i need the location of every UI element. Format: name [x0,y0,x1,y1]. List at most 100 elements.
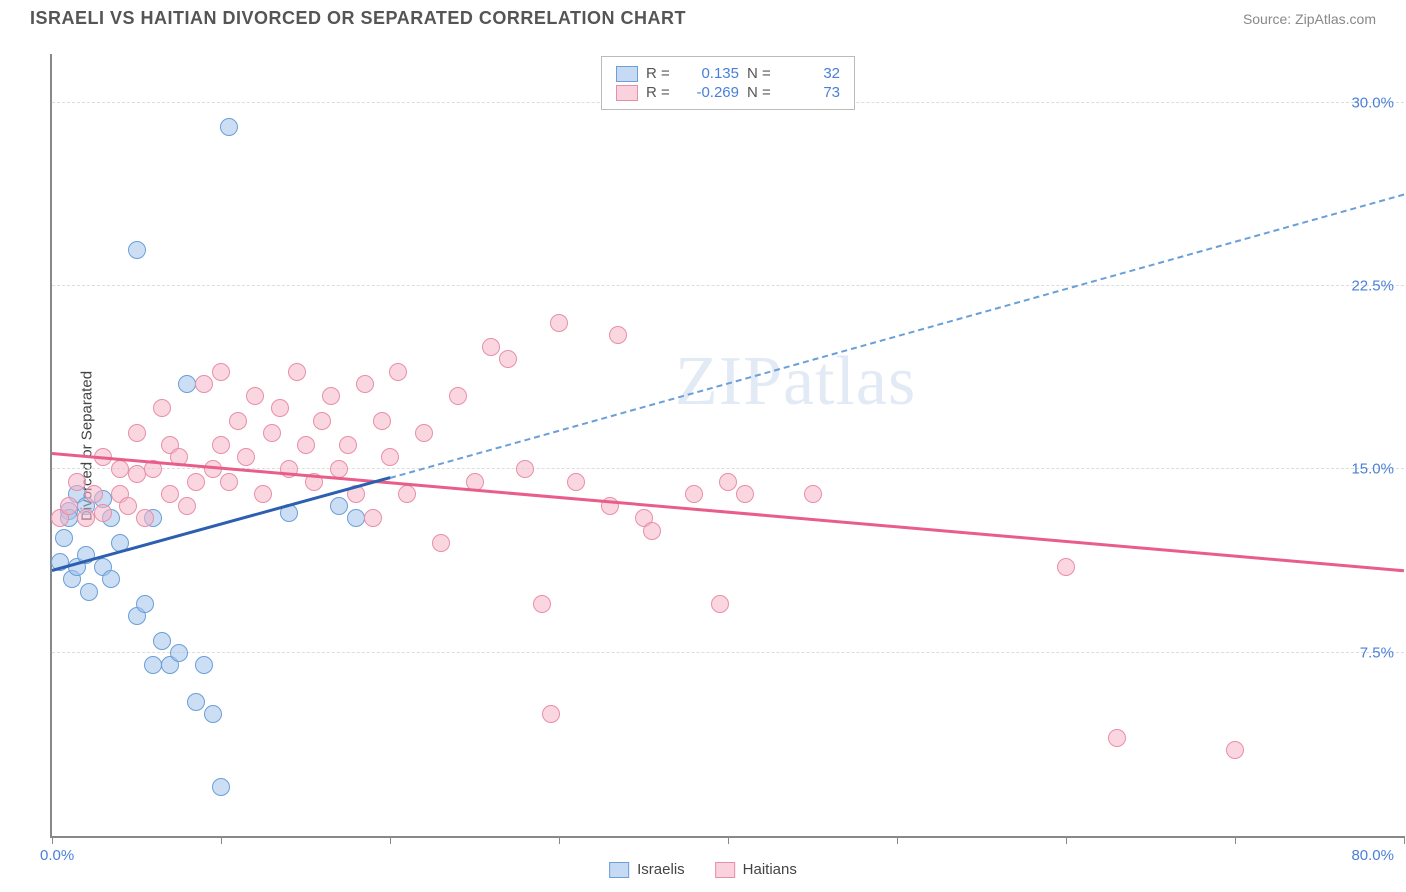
data-point-haitians [533,595,551,613]
legend-label: Israelis [637,861,685,878]
legend-item-haitians: Haitians [715,861,797,878]
data-point-haitians [68,473,86,491]
trend-line [390,194,1405,479]
data-point-haitians [389,363,407,381]
data-point-haitians [128,424,146,442]
data-point-israelis [330,497,348,515]
data-point-haitians [111,460,129,478]
data-point-haitians [1057,558,1075,576]
data-point-haitians [449,387,467,405]
x-tick [1066,836,1067,844]
data-point-israelis [178,375,196,393]
data-point-haitians [322,387,340,405]
data-point-haitians [313,412,331,430]
data-point-haitians [161,485,179,503]
swatch-haitians [616,85,638,101]
swatch-haitians [715,862,735,878]
data-point-israelis [170,644,188,662]
data-point-haitians [482,338,500,356]
chart-source: Source: ZipAtlas.com [1243,11,1376,27]
data-point-haitians [550,314,568,332]
y-tick-label: 30.0% [1351,94,1394,111]
data-point-haitians [119,497,137,515]
data-point-haitians [499,350,517,368]
series-legend: Israelis Haitians [609,861,797,878]
data-point-haitians [136,509,154,527]
chart-header: ISRAELI VS HAITIAN DIVORCED OR SEPARATED… [0,0,1406,33]
data-point-israelis [204,705,222,723]
data-point-israelis [128,241,146,259]
data-point-haitians [609,326,627,344]
legend-row: R = -0.269 N = 73 [616,84,840,101]
y-tick-label: 15.0% [1351,461,1394,478]
data-point-haitians [229,412,247,430]
data-point-israelis [102,570,120,588]
data-point-haitians [128,465,146,483]
data-point-haitians [220,473,238,491]
data-point-haitians [60,497,78,515]
data-point-haitians [685,485,703,503]
data-point-haitians [94,504,112,522]
swatch-israelis [616,66,638,82]
legend-r-value: -0.269 [684,84,739,101]
data-point-israelis [212,778,230,796]
data-point-haitians [263,424,281,442]
x-axis-max: 80.0% [1351,847,1394,864]
legend-n-label: N = [747,65,777,82]
legend-r-value: 0.135 [684,65,739,82]
data-point-haitians [297,436,315,454]
data-point-haitians [516,460,534,478]
data-point-haitians [398,485,416,503]
x-tick [221,836,222,844]
x-tick [897,836,898,844]
data-point-haitians [212,436,230,454]
data-point-israelis [136,595,154,613]
watermark: ZIPatlas [675,342,916,422]
x-axis-min: 0.0% [40,847,74,864]
data-point-haitians [288,363,306,381]
data-point-haitians [271,399,289,417]
x-tick [1235,836,1236,844]
data-point-haitians [373,412,391,430]
legend-n-label: N = [747,84,777,101]
data-point-israelis [80,583,98,601]
y-tick-label: 7.5% [1360,644,1394,661]
correlation-legend: R = 0.135 N = 32 R = -0.269 N = 73 [601,56,855,110]
data-point-israelis [220,118,238,136]
data-point-haitians [711,595,729,613]
legend-r-label: R = [646,84,676,101]
data-point-haitians [153,399,171,417]
legend-r-label: R = [646,65,676,82]
gridline [52,652,1404,653]
data-point-haitians [237,448,255,466]
data-point-haitians [364,509,382,527]
x-tick [52,836,53,844]
swatch-israelis [609,862,629,878]
legend-n-value: 73 [785,84,840,101]
data-point-haitians [1226,741,1244,759]
data-point-israelis [187,693,205,711]
legend-item-israelis: Israelis [609,861,685,878]
x-tick [559,836,560,844]
x-tick [1404,836,1405,844]
data-point-haitians [567,473,585,491]
chart-plot-area: ZIPatlas R = 0.135 N = 32 R = -0.269 N =… [50,54,1404,838]
data-point-israelis [347,509,365,527]
data-point-haitians [542,705,560,723]
data-point-haitians [736,485,754,503]
data-point-haitians [415,424,433,442]
data-point-haitians [719,473,737,491]
data-point-haitians [85,485,103,503]
data-point-haitians [254,485,272,503]
data-point-haitians [432,534,450,552]
data-point-israelis [195,656,213,674]
x-tick [390,836,391,844]
data-point-haitians [187,473,205,491]
data-point-haitians [178,497,196,515]
chart-title: ISRAELI VS HAITIAN DIVORCED OR SEPARATED… [30,8,686,29]
data-point-haitians [77,509,95,527]
data-point-haitians [356,375,374,393]
gridline [52,285,1404,286]
legend-row: R = 0.135 N = 32 [616,65,840,82]
data-point-haitians [643,522,661,540]
